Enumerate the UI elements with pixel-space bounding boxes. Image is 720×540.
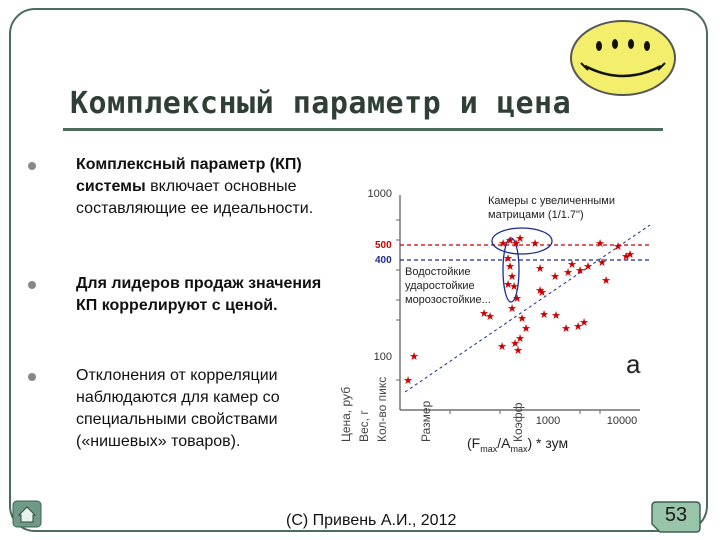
bullet-2-bold: Для лидеров продаж значения КП коррелиру… bbox=[76, 275, 322, 314]
data-point-20: ★ bbox=[575, 265, 585, 277]
data-point-37: ★ bbox=[497, 341, 507, 353]
data-point-36: ★ bbox=[573, 321, 583, 333]
data-point-12: ★ bbox=[507, 271, 517, 283]
data-point-33: ★ bbox=[551, 310, 561, 322]
xlabel-part: ) * зум bbox=[527, 435, 568, 451]
bullet-dot bbox=[28, 373, 36, 381]
bullet-3: Отклонения от корреляции наблюдаются для… bbox=[76, 365, 326, 453]
scatter-chart: 1000 100 500 400 Камеры с увеличенными м… bbox=[339, 188, 651, 454]
rotated-label-3: Кол-во пикс bbox=[375, 377, 389, 442]
y-tick-1000: 1000 bbox=[368, 188, 392, 200]
xlabel-sub: max bbox=[510, 444, 528, 454]
page-number-badge: 53 bbox=[650, 500, 702, 534]
xlabel-part: /A bbox=[497, 435, 511, 451]
rotated-label-4: Размер bbox=[419, 400, 433, 442]
data-point-25: ★ bbox=[517, 313, 527, 325]
data-point-27: ★ bbox=[515, 333, 525, 345]
bullet-1: Комплексный параметр (КП) системы включа… bbox=[76, 154, 326, 220]
xlabel-sub: max bbox=[480, 444, 498, 454]
ref-label-500: 500 bbox=[375, 240, 392, 251]
data-point-13: ★ bbox=[509, 281, 519, 293]
data-point-41: ★ bbox=[537, 287, 547, 299]
rotated-label-2: Вес, г bbox=[357, 410, 371, 442]
annotation-waterproof-line3: морозостойкие... bbox=[405, 294, 491, 306]
annotation-waterproof-line1: Водостойкие bbox=[405, 266, 471, 278]
rotated-labels: Цена, руб Вес, г Кол-во пикс Размер Коэф… bbox=[339, 377, 525, 442]
data-point-2: ★ bbox=[505, 235, 515, 247]
data-point-7: ★ bbox=[613, 241, 623, 253]
bullet-3-text: Отклонения от корреляции наблюдаются для… bbox=[76, 367, 280, 450]
data-point-8: ★ bbox=[621, 251, 631, 263]
data-point-38: ★ bbox=[409, 351, 419, 363]
footer-copyright: (С) Привень А.И., 2012 bbox=[286, 512, 457, 529]
bullet-1-bold: Комплексный параметр (КП) системы bbox=[76, 156, 302, 195]
rotated-label-5: Коэфф bbox=[511, 402, 525, 442]
bullet-2: Для лидеров продаж значения КП коррелиру… bbox=[76, 273, 326, 317]
data-point-26: ★ bbox=[521, 323, 531, 335]
data-point-14: ★ bbox=[512, 293, 522, 305]
xlabel-part: (F bbox=[467, 435, 480, 451]
data-point-40: ★ bbox=[479, 308, 489, 320]
x-axis-label: (Fmax/Amax) * зум bbox=[467, 435, 568, 454]
annotation-cameras-line1: Камеры с увеличенными bbox=[488, 195, 615, 207]
cameras-highlight bbox=[491, 227, 553, 255]
bullet-1-text: включает основные составляющие ее идеаль… bbox=[76, 178, 314, 217]
ref-label-400: 400 bbox=[375, 255, 392, 266]
waterproof-highlight bbox=[502, 237, 520, 303]
data-point-24: ★ bbox=[535, 285, 545, 297]
data-point-22: ★ bbox=[597, 257, 607, 269]
data-point-29: ★ bbox=[510, 338, 520, 350]
data-point-1: ★ bbox=[498, 238, 508, 250]
data-point-21: ★ bbox=[583, 261, 593, 273]
page-number: 53 bbox=[664, 504, 688, 526]
y-minor-ticks bbox=[396, 219, 400, 381]
data-point-15: ★ bbox=[503, 279, 513, 291]
data-point-17: ★ bbox=[550, 271, 560, 283]
data-point-6: ★ bbox=[595, 238, 605, 250]
x-tick-1000: 1000 bbox=[536, 415, 560, 427]
annotation-waterproof-line2: ударостойкие bbox=[405, 280, 475, 292]
data-point-11: ★ bbox=[505, 261, 515, 273]
data-point-16: ★ bbox=[535, 263, 545, 275]
slide-frame bbox=[9, 8, 708, 532]
y-tick-100: 100 bbox=[374, 351, 392, 363]
data-point-39: ★ bbox=[403, 375, 413, 387]
title-underline bbox=[63, 128, 663, 131]
annotation-cameras-line2: матрицами (1/1.7") bbox=[488, 209, 584, 221]
data-point-4: ★ bbox=[515, 233, 525, 245]
slide-title: Комплексный параметр и цена bbox=[70, 86, 572, 121]
smiley-icon bbox=[570, 20, 676, 96]
data-point-9: ★ bbox=[625, 249, 635, 261]
data-point-31: ★ bbox=[507, 303, 517, 315]
data-points: ★★★★ ★ ★ ★★★★★★★★★★★ ★★★★ ★★★★★★★★★★ ★ ★★ ★★★★★★… bbox=[403, 233, 635, 387]
x-minor-ticks bbox=[449, 410, 601, 414]
data-point-35: ★ bbox=[579, 317, 589, 329]
x-tick-10000: 10000 bbox=[607, 415, 638, 427]
trend-line bbox=[404, 224, 651, 393]
data-point-30: ★ bbox=[485, 311, 495, 323]
data-point-34: ★ bbox=[561, 323, 571, 335]
bullet-dot bbox=[28, 281, 36, 289]
data-point-19: ★ bbox=[567, 259, 577, 271]
data-point-18: ★ bbox=[563, 267, 573, 279]
home-icon[interactable] bbox=[12, 500, 42, 528]
rotated-label-1: Цена, руб bbox=[339, 387, 353, 442]
data-point-3: ★ bbox=[511, 238, 521, 250]
bullet-dot bbox=[28, 162, 36, 170]
data-point-23: ★ bbox=[601, 275, 611, 287]
data-point-10: ★ bbox=[503, 253, 513, 265]
data-point-5: ★ bbox=[530, 238, 540, 250]
data-point-32: ★ bbox=[539, 309, 549, 321]
chart-letter: а bbox=[626, 349, 641, 379]
data-point-28: ★ bbox=[513, 345, 523, 357]
